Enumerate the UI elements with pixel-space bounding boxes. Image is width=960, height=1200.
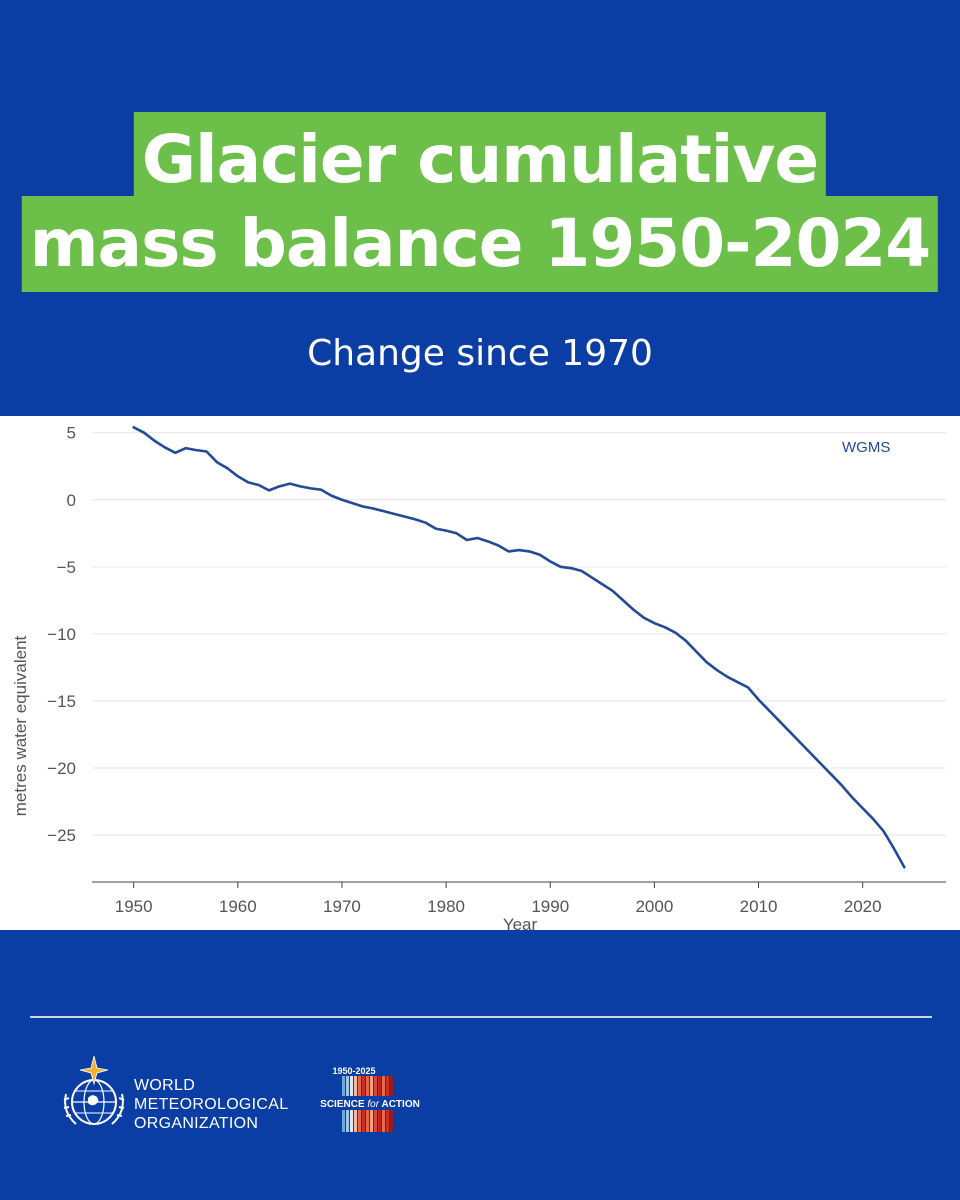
title-line-2: mass balance 1950-2024	[21, 196, 939, 292]
grid-lines	[92, 432, 946, 836]
chart-panel: 5 0 −5 −10 −15 −20 −25 1950 1960 1970 1980 1990 200…	[0, 416, 960, 930]
anniversary-tagline: SCIENCE for ACTION	[320, 1099, 420, 1110]
x-tick-label: 1990	[531, 897, 569, 916]
y-axis-title: metres water equivalent	[11, 635, 30, 816]
series-label-wgms: WGMS	[842, 439, 890, 456]
y-tick-label: −5	[57, 558, 76, 577]
y-tick-label: −20	[47, 759, 76, 778]
org-name-line-2: METEOROLOGICAL	[134, 1096, 289, 1113]
y-tick-label: 5	[67, 424, 76, 443]
anniversary-years: 1950-2025	[332, 1066, 375, 1076]
y-axis-ticks: 5 0 −5 −10 −15 −20 −25	[47, 424, 76, 845]
y-tick-label: −15	[47, 692, 76, 711]
organization-name: WORLD METEOROLOGICAL ORGANIZATION	[134, 1076, 288, 1133]
y-tick-label: −25	[47, 826, 76, 845]
wmo-emblem-icon	[63, 1055, 125, 1125]
x-axis-ticks: 1950 1960 1970 1980 1990 2000 2010 2020	[115, 882, 882, 916]
y-tick-label: 0	[67, 491, 76, 510]
anniversary-75-logo-icon: 1950-2025 SCIENCE for ACTION	[314, 1066, 426, 1132]
line-chart: 5 0 −5 −10 −15 −20 −25 1950 1960 1970 1980 1990 200…	[11, 424, 946, 930]
footer-divider	[30, 1016, 932, 1018]
x-tick-label: 1960	[219, 897, 257, 916]
x-tick-label: 2000	[635, 897, 673, 916]
x-axis-title: Year	[503, 915, 538, 930]
x-tick-label: 2020	[844, 897, 882, 916]
series-line-wgms	[132, 426, 906, 869]
y-tick-label: −10	[47, 625, 76, 644]
org-name-line-1: WORLD	[134, 1077, 196, 1094]
subtitle: Change since 1970	[307, 333, 653, 374]
x-tick-label: 2010	[740, 897, 778, 916]
org-name-line-3: ORGANIZATION	[134, 1115, 259, 1132]
x-tick-label: 1950	[115, 897, 153, 916]
x-tick-label: 1970	[323, 897, 361, 916]
x-tick-label: 1980	[427, 897, 465, 916]
title-line-1: Glacier cumulative	[133, 112, 827, 208]
